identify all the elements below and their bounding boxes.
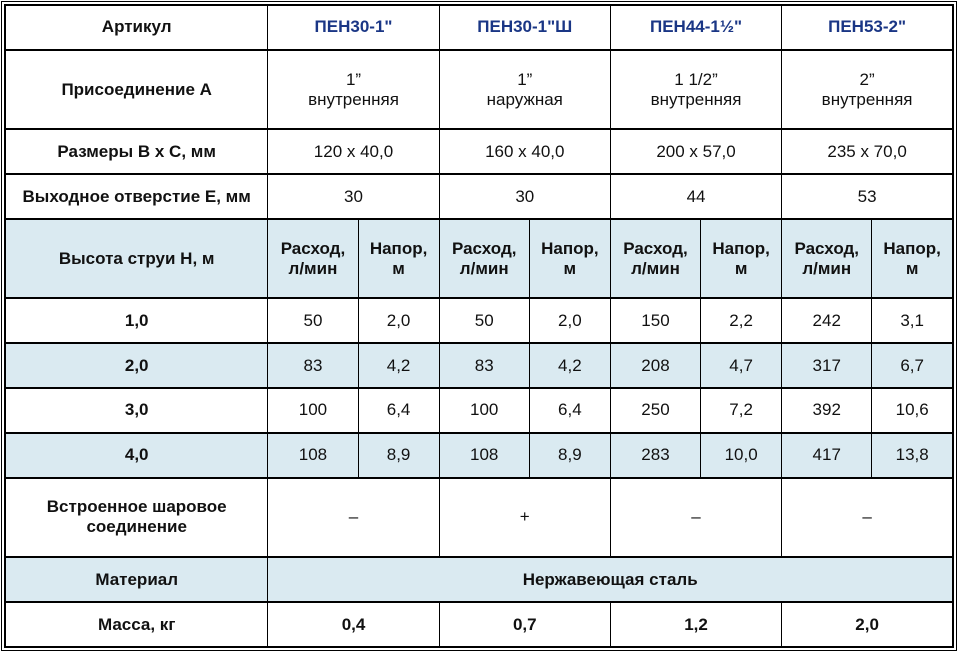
mass-value: 2,0 — [781, 601, 954, 648]
ball-joint-label: Встроенное шаровое соединение — [4, 476, 269, 559]
row-mass: Масса, кг 0,4 0,7 1,2 2,0 — [4, 601, 954, 648]
jet-value: 150 — [609, 297, 702, 345]
article-value-pen44: ПЕН44-1½" — [609, 4, 783, 51]
jet-value: 317 — [781, 342, 873, 390]
jet-row-label: 4,0 — [4, 431, 269, 479]
jet-value: 108 — [267, 431, 359, 479]
jet-value: 6,4 — [357, 387, 440, 434]
ball-joint-value: – — [781, 476, 954, 559]
head-header: Напор, м — [357, 217, 440, 300]
connection-value: 1” внутренняя — [267, 48, 440, 131]
head-header: Напор, м — [871, 217, 954, 300]
outlet-value: 30 — [438, 173, 611, 220]
jet-value: 242 — [781, 297, 873, 345]
row-jet-1: 1,0 50 2,0 50 2,0 150 2,2 242 3,1 — [4, 297, 954, 345]
head-header: Напор, м — [528, 217, 611, 300]
jet-value: 7,2 — [700, 387, 783, 434]
row-jet-3: 3,0 100 6,4 100 6,4 250 7,2 392 10,6 — [4, 387, 954, 434]
jet-value: 4,2 — [357, 342, 440, 390]
row-dimensions: Размеры B x C, мм 120 x 40,0 160 x 40,0 … — [4, 128, 954, 176]
outlet-value: 53 — [781, 173, 954, 220]
outlet-value: 44 — [609, 173, 783, 220]
outlet-value: 30 — [267, 173, 440, 220]
jet-value: 4,7 — [700, 342, 783, 390]
mass-value: 0,7 — [438, 601, 611, 648]
jet-value: 8,9 — [357, 431, 440, 479]
spec-table: Артикул ПЕН30-1" ПЕН30-1"Ш ПЕН44-1½" ПЕН… — [4, 4, 954, 648]
jet-value: 13,8 — [871, 431, 954, 479]
mass-value: 1,2 — [609, 601, 783, 648]
dimensions-value: 160 x 40,0 — [438, 128, 611, 176]
row-article: Артикул ПЕН30-1" ПЕН30-1"Ш ПЕН44-1½" ПЕН… — [4, 4, 954, 51]
jet-value: 50 — [438, 297, 530, 345]
row-jet-2: 2,0 83 4,2 83 4,2 208 4,7 317 6,7 — [4, 342, 954, 390]
jet-value: 3,1 — [871, 297, 954, 345]
head-header: Напор, м — [700, 217, 783, 300]
jet-height-label: Высота струи H, м — [4, 217, 269, 300]
jet-value: 250 — [609, 387, 702, 434]
mass-value: 0,4 — [267, 601, 440, 648]
material-label: Материал — [4, 556, 269, 604]
dimensions-value: 120 x 40,0 — [267, 128, 440, 176]
article-value-pen30-1: ПЕН30-1" — [267, 4, 440, 51]
jet-value: 83 — [267, 342, 359, 390]
flow-header: Расход, л/мин — [781, 217, 873, 300]
ball-joint-value: – — [267, 476, 440, 559]
article-value-pen30-1sh: ПЕН30-1"Ш — [438, 4, 611, 51]
dimensions-label: Размеры B x C, мм — [4, 128, 269, 176]
ball-joint-value: – — [609, 476, 783, 559]
jet-value: 2,0 — [528, 297, 611, 345]
jet-row-label: 2,0 — [4, 342, 269, 390]
jet-value: 2,0 — [357, 297, 440, 345]
connection-value: 1 1/2” внутренняя — [609, 48, 783, 131]
row-ball-joint: Встроенное шаровое соединение – + – – — [4, 476, 954, 559]
connection-value: 2” внутренняя — [781, 48, 954, 131]
flow-header: Расход, л/мин — [609, 217, 702, 300]
jet-value: 10,6 — [871, 387, 954, 434]
connection-label: Присоединение A — [4, 48, 269, 131]
jet-value: 392 — [781, 387, 873, 434]
ball-joint-value: + — [438, 476, 611, 559]
article-value-pen53: ПЕН53-2" — [781, 4, 954, 51]
outlet-label: Выходное отверстие E, мм — [4, 173, 269, 220]
article-label: Артикул — [4, 4, 269, 51]
jet-value: 100 — [267, 387, 359, 434]
jet-row-label: 3,0 — [4, 387, 269, 434]
jet-value: 100 — [438, 387, 530, 434]
material-value: Нержавеющая сталь — [267, 556, 954, 604]
dimensions-value: 235 x 70,0 — [781, 128, 954, 176]
row-material: Материал Нержавеющая сталь — [4, 556, 954, 604]
row-connection: Присоединение A 1” внутренняя 1” наружна… — [4, 48, 954, 131]
row-jet-4: 4,0 108 8,9 108 8,9 283 10,0 417 13,8 — [4, 431, 954, 479]
jet-value: 6,4 — [528, 387, 611, 434]
row-outlet: Выходное отверстие E, мм 30 30 44 53 — [4, 173, 954, 220]
jet-row-label: 1,0 — [4, 297, 269, 345]
flow-header: Расход, л/мин — [438, 217, 530, 300]
jet-value: 208 — [609, 342, 702, 390]
jet-value: 50 — [267, 297, 359, 345]
flow-header: Расход, л/мин — [267, 217, 359, 300]
jet-value: 6,7 — [871, 342, 954, 390]
jet-value: 83 — [438, 342, 530, 390]
jet-value: 10,0 — [700, 431, 783, 479]
dimensions-value: 200 x 57,0 — [609, 128, 783, 176]
jet-value: 4,2 — [528, 342, 611, 390]
jet-value: 283 — [609, 431, 702, 479]
row-jet-subheader: Высота струи H, м Расход, л/мин Напор, м… — [4, 217, 954, 300]
jet-value: 2,2 — [700, 297, 783, 345]
jet-value: 108 — [438, 431, 530, 479]
connection-value: 1” наружная — [438, 48, 611, 131]
jet-value: 8,9 — [528, 431, 611, 479]
mass-label: Масса, кг — [4, 601, 269, 648]
jet-value: 417 — [781, 431, 873, 479]
